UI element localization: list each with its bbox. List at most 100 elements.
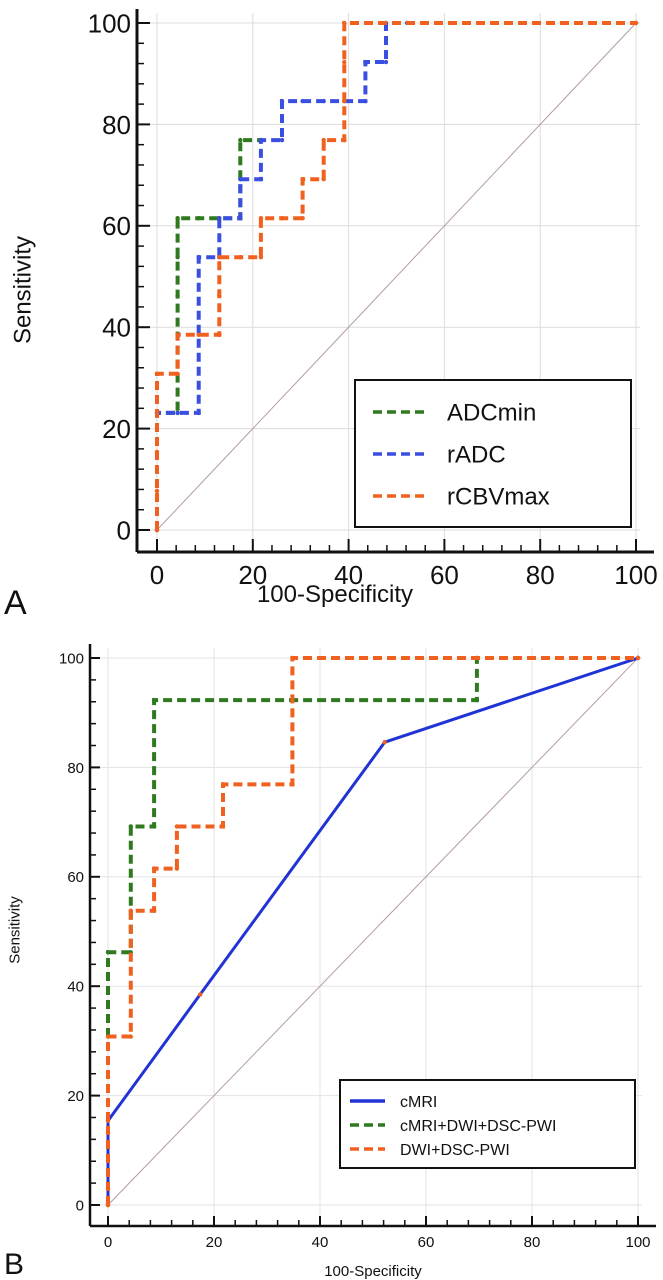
data-point-rcbvmax <box>321 137 326 143</box>
data-point-adcmin <box>175 255 180 260</box>
panel-a: 0 20 40 60 80 100 0 20 40 60 80 100 Sensitivity 100… <box>4 8 658 622</box>
chance-diagonal-line <box>156 22 637 531</box>
data-point-rcbvmax <box>238 255 243 260</box>
data-point-dwi-dsc-pwi <box>220 824 226 829</box>
data-point-cmri-dwi-dsc-pwi <box>128 824 133 829</box>
x-tick-label: 40 <box>312 1234 329 1251</box>
data-point-rcbvmax <box>342 59 347 65</box>
x-tick-label: 100 <box>614 560 657 590</box>
x-tick-label: 100 <box>625 1234 650 1251</box>
legend-a: ADCmin rADC rCBVmax <box>354 379 632 528</box>
data-point-rcbvmax <box>154 488 160 494</box>
data-point-cmri-dwi-dsc-pwi <box>151 697 157 703</box>
data-point-rcbvmax <box>175 371 180 377</box>
data-point-radc <box>300 98 305 104</box>
series-line-radc <box>155 21 636 530</box>
legend-box <box>339 1079 636 1169</box>
data-point-radc <box>279 98 285 104</box>
y-tick-label: 0 <box>76 1197 84 1214</box>
data-point-dwi-dsc-pwi <box>290 655 295 661</box>
data-point-rcbvmax <box>321 176 326 182</box>
y-tick-label: 100 <box>88 8 131 38</box>
data-point-rcbvmax <box>217 332 222 338</box>
data-point-rcbvmax <box>175 332 180 338</box>
data-point-dwi-dsc-pwi <box>174 824 180 829</box>
data-point-radc <box>321 98 326 104</box>
legend-label-radc: rADC <box>447 442 506 469</box>
y-tick-label: 80 <box>67 760 84 777</box>
x-tick-label: 80 <box>524 1234 541 1251</box>
series-group-a <box>154 20 639 533</box>
data-point-cmri <box>198 992 203 997</box>
x-tick-label: 60 <box>430 560 459 590</box>
data-point-dwi-dsc-pwi <box>635 655 641 661</box>
data-point-rcbvmax <box>342 98 347 104</box>
y-tick-label: 40 <box>102 313 131 343</box>
data-point-adcmin <box>238 137 243 143</box>
data-point-cmri-dwi-dsc-pwi <box>151 824 157 829</box>
x-tick-label: 80 <box>526 560 555 590</box>
data-point-cmri-dwi-dsc-pwi <box>474 697 480 703</box>
data-point-rcbvmax <box>217 293 222 298</box>
legend-b: cMRI cMRI+DWI+DSC-PWI DWI+DSC-PWI <box>339 1079 636 1169</box>
data-point-dwi-dsc-pwi <box>151 908 157 913</box>
data-point-cmri-dwi-dsc-pwi <box>105 950 111 955</box>
series-line-adcmin <box>155 138 261 530</box>
data-point-radc <box>175 410 180 416</box>
x-tick-label: 60 <box>418 1234 435 1251</box>
data-point-adcmin <box>175 215 180 221</box>
data-point-rcbvmax <box>279 215 285 221</box>
x-tick-label: 20 <box>206 1234 223 1251</box>
reference-line-a <box>156 22 637 531</box>
x-tick-label: 0 <box>104 1234 112 1251</box>
x-tick-label: 0 <box>150 560 164 590</box>
data-point-dwi-dsc-pwi <box>151 866 157 871</box>
data-point-dwi-dsc-pwi <box>128 1034 133 1039</box>
data-point-dwi-dsc-pwi <box>105 1202 111 1208</box>
data-point-rcbvmax <box>342 137 347 143</box>
series-group-b <box>105 655 641 1208</box>
legend-label-rcbvmax: rCBVmax <box>447 484 550 511</box>
data-point-radc <box>363 59 368 65</box>
ticks-b: 0 20 40 60 80 100 0 20 40 60 80 100 <box>59 650 651 1251</box>
y-tick-label: 60 <box>67 869 84 886</box>
data-point-radc <box>258 176 264 182</box>
data-point-rcbvmax <box>217 255 222 260</box>
x-axis-label-b: 100-Specificity <box>324 1263 422 1280</box>
y-axis-label-a: Sensitivity <box>9 236 36 344</box>
y-tick-label: 60 <box>102 211 131 241</box>
data-point-rcbvmax <box>300 176 305 182</box>
data-point-rcbvmax <box>196 332 201 338</box>
axes-a <box>135 9 654 554</box>
data-point-dwi-dsc-pwi <box>174 866 180 871</box>
panel-label-a: A <box>4 584 27 622</box>
data-point-radc <box>383 59 389 65</box>
y-tick-label: 20 <box>102 414 131 444</box>
data-point-dwi-dsc-pwi <box>220 782 226 787</box>
data-point-rcbvmax <box>342 20 347 26</box>
y-tick-label: 80 <box>102 110 131 140</box>
data-point-rcbvmax <box>154 371 160 377</box>
data-point-radc <box>217 215 222 221</box>
data-point-rcbvmax <box>154 527 160 533</box>
reference-line-b <box>107 657 639 1206</box>
x-axis-label-a: 100-Specificity <box>257 581 413 608</box>
data-point-adcmin <box>175 293 180 298</box>
panel-b: 0 20 40 60 80 100 0 20 40 60 80 100 Sensitivity 100… <box>4 644 656 1280</box>
data-point-rcbvmax <box>258 255 264 260</box>
y-tick-label: 0 <box>117 515 131 545</box>
ticks-a: 0 20 40 60 80 100 0 20 40 60 80 100 <box>88 8 658 590</box>
data-point-rcbvmax <box>258 215 264 221</box>
data-point-radc <box>279 137 285 143</box>
legend-label-cmri: cMRI <box>400 1094 437 1111</box>
data-point-dwi-dsc-pwi <box>290 782 295 787</box>
data-point-radc <box>258 137 264 143</box>
legend-label-adcmin: ADCmin <box>447 400 536 427</box>
data-point-rcbvmax <box>154 410 160 416</box>
y-axis-label-b: Sensitivity <box>6 896 23 964</box>
data-point-radc <box>238 176 243 182</box>
legend-label-dwi-dsc-pwi: DWI+DSC-PWI <box>400 1142 510 1159</box>
series-line-rcbvmax <box>155 21 636 530</box>
data-point-radc <box>196 410 201 416</box>
